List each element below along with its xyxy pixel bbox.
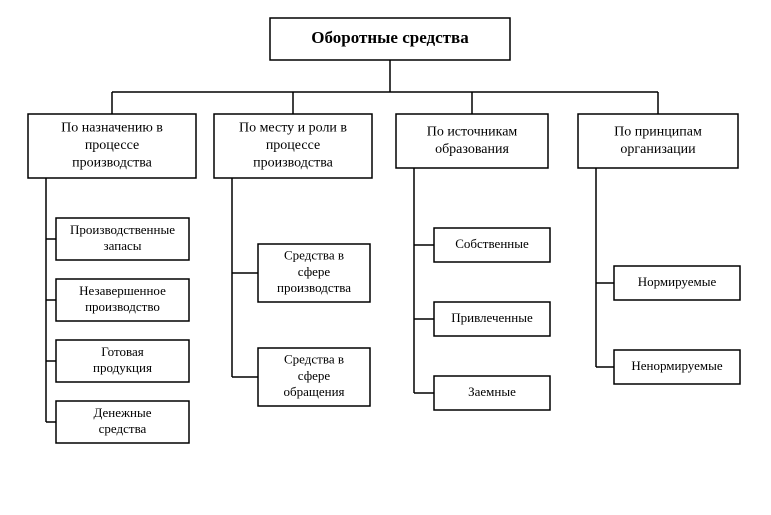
node-label: производства (253, 156, 334, 171)
node-label: обращения (283, 384, 344, 399)
node-label: производство (85, 299, 160, 314)
node-label: Оборотные средства (311, 28, 469, 47)
node-label: процессе (266, 138, 320, 153)
node-label: Средства в (284, 352, 344, 367)
node-label: организации (620, 142, 696, 157)
node-label: Производственные (70, 222, 175, 237)
node-label: средства (99, 421, 147, 436)
node-label: производства (277, 280, 351, 295)
node-label: По месту и роли в (239, 121, 347, 136)
node-label: Нормируемые (638, 274, 717, 289)
node-label: Заемные (468, 384, 516, 399)
node-label: Привлеченные (451, 310, 533, 325)
node-label: процессе (85, 138, 139, 153)
node-label: По назначению в (61, 121, 163, 136)
node-label: Ненормируемые (631, 358, 722, 373)
node-label: По источникам (427, 124, 518, 139)
node-label: продукция (93, 360, 152, 375)
node-label: производства (72, 156, 153, 171)
node-label: образования (435, 142, 509, 157)
node-label: Готовая (101, 344, 143, 359)
node-label: сфере (298, 264, 331, 279)
node-label: Незавершенное (79, 283, 166, 298)
node-label: сфере (298, 368, 331, 383)
org-chart: Оборотные средства По назначению в процесс… (0, 0, 771, 515)
node-label: запасы (104, 238, 142, 253)
node-label: Денежные (94, 405, 152, 420)
node-label: Средства в (284, 248, 344, 263)
node-label: Собственные (455, 236, 529, 251)
node-label: По принципам (614, 124, 702, 139)
